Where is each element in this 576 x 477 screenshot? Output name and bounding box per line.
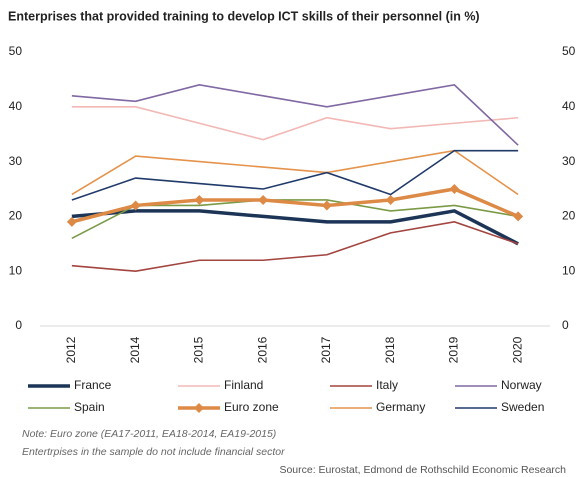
marker: [66, 216, 77, 227]
x-tick-label: 2019: [447, 336, 461, 363]
marker: [385, 194, 396, 205]
y2-tick-label: 50: [562, 44, 576, 58]
chart-title: Enterprises that provided training to de…: [8, 9, 480, 23]
x-tick-label: 2020: [510, 336, 524, 363]
y-tick-label: 40: [9, 99, 23, 113]
y2-tick-label: 40: [562, 99, 576, 113]
y-tick-label: 20: [9, 209, 23, 223]
legend-label: Italy: [376, 378, 398, 392]
legend-label: Finland: [224, 378, 263, 392]
series-line: [71, 209, 519, 246]
legend-label: Sweden: [501, 400, 544, 414]
marker: [130, 200, 141, 211]
y2-tick-label: 20: [562, 209, 576, 223]
x-tick-label: 2014: [128, 336, 142, 363]
legend-label: France: [74, 378, 112, 392]
note: Entertrpises in the sample do not includ…: [22, 446, 285, 458]
y2-tick-label: 30: [562, 154, 576, 168]
marker: [321, 200, 332, 211]
y-tick-label: 0: [15, 318, 22, 332]
legend-label: Norway: [501, 378, 542, 392]
y2-tick-label: 10: [562, 263, 576, 277]
marker: [194, 194, 205, 205]
legend-label: Euro zone: [224, 400, 279, 414]
source: Source: Eurostat, Edmond de Rothschild E…: [279, 464, 566, 476]
y-tick-label: 30: [9, 154, 23, 168]
note: Note: Euro zone (EA17-2011, EA18-2014, E…: [22, 428, 276, 440]
marker: [513, 211, 524, 222]
series-line: [71, 149, 519, 201]
legend-marker: [194, 403, 204, 413]
y-tick-label: 10: [9, 263, 23, 277]
x-tick-label: 2012: [64, 336, 78, 363]
x-tick-label: 2015: [192, 336, 206, 363]
marker: [258, 194, 269, 205]
y-tick-label: 50: [9, 44, 23, 58]
series-line: [71, 221, 519, 273]
legend-label: Spain: [74, 400, 105, 414]
marker: [449, 184, 460, 194]
y2-tick-label: 0: [562, 318, 569, 332]
x-tick-label: 2016: [255, 336, 269, 363]
x-tick-label: 2017: [319, 336, 333, 363]
legend-label: Germany: [376, 400, 425, 414]
series-line: [71, 149, 519, 196]
series-line: [71, 84, 519, 146]
series-line: [71, 106, 519, 141]
x-tick-label: 2018: [383, 336, 397, 363]
series-line: [71, 187, 519, 224]
